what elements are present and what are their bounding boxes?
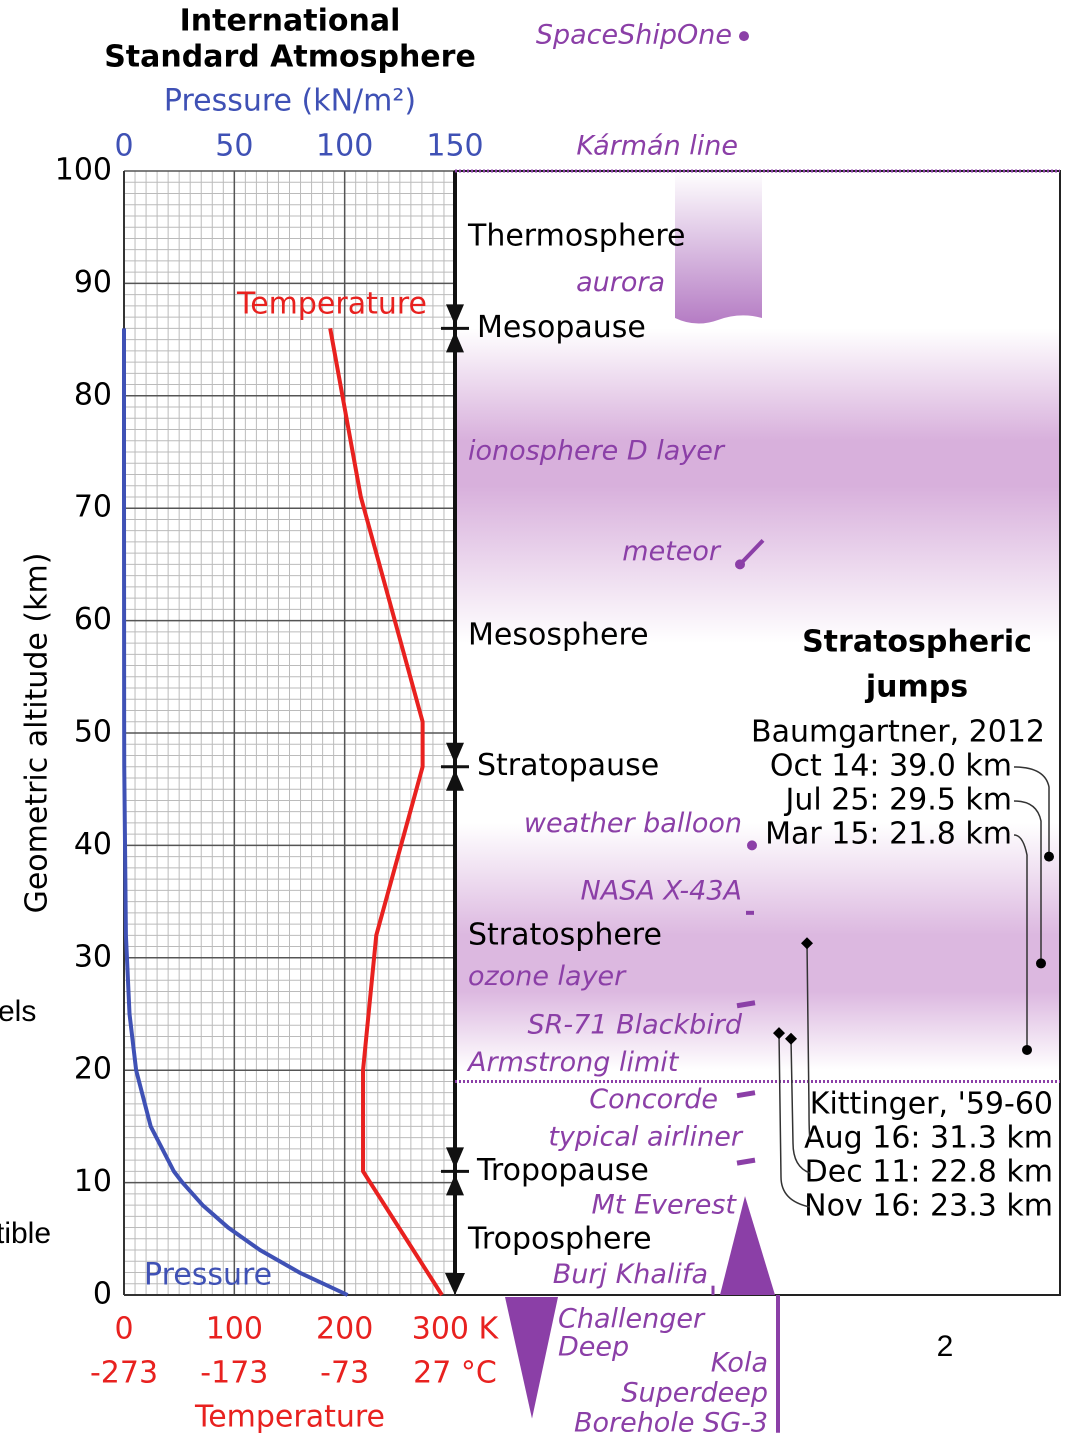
jump-label: Mar 15: 21.8 km <box>765 817 1012 852</box>
jump-marker <box>801 937 813 950</box>
annotation-label: weather balloon <box>524 808 742 839</box>
series-label: Pressure <box>144 1258 272 1293</box>
x-tick-label: 150 <box>426 129 483 164</box>
jump-leader <box>778 1033 811 1208</box>
y-tick-label: 90 <box>74 265 112 300</box>
y-tick-label: 60 <box>74 602 112 637</box>
y-tick-label: 40 <box>74 827 112 862</box>
annotation-marker <box>736 1000 756 1009</box>
annotation-label: Superdeep <box>621 1378 768 1409</box>
x-tick-label: 50 <box>215 129 253 164</box>
annotation-marker <box>505 1297 558 1419</box>
jump-marker <box>1022 1044 1032 1055</box>
jump-leader <box>1013 800 1042 964</box>
jump-marker <box>1036 958 1046 969</box>
background-text: els <box>0 995 36 1028</box>
background-text: tible <box>0 1217 51 1250</box>
celsius-tick-label: 27 °C <box>413 1356 497 1391</box>
x-axis-label: Pressure (kN/m²) <box>164 84 416 119</box>
annotation-label: Deep <box>558 1332 629 1363</box>
boundary-arrows <box>446 1147 464 1196</box>
aurora-shape <box>675 171 762 324</box>
layer-label: Mesosphere <box>468 618 649 653</box>
chart-title: International <box>180 4 401 39</box>
annotation-label: Armstrong limit <box>466 1047 680 1078</box>
chart-title: Standard Atmosphere <box>104 40 476 75</box>
jump-marker <box>773 1027 785 1040</box>
jump-label: Aug 16: 31.3 km <box>804 1121 1053 1156</box>
jump-leader <box>1013 766 1050 857</box>
y-tick-label: 10 <box>74 1164 112 1199</box>
jump-leader <box>1013 834 1028 1050</box>
boundary-arrows <box>446 304 464 353</box>
jump-label: Oct 14: 39.0 km <box>770 749 1012 784</box>
annotation-label: Challenger <box>558 1304 706 1335</box>
y-axis-label: Geometric altitude (km) <box>20 553 55 914</box>
x2-tick-label: 300 K <box>412 1312 500 1347</box>
y-tick-label: 30 <box>74 939 112 974</box>
annotation-label: Concorde <box>589 1084 718 1115</box>
annotation-label: ozone layer <box>468 961 627 992</box>
annotation-label: Kola <box>711 1348 768 1379</box>
jump-leader <box>790 1038 811 1174</box>
x-tick-label: 0 <box>114 129 133 164</box>
jump-leader <box>806 943 811 1140</box>
y-tick-label: 80 <box>74 377 112 412</box>
x2-tick-label: 0 <box>114 1312 133 1347</box>
layer-label: Thermosphere <box>467 219 685 254</box>
x2-axis-label: Temperature <box>194 1400 385 1435</box>
annotation-marker <box>738 539 765 566</box>
y-tick-label: 0 <box>93 1277 112 1312</box>
annotation-marker <box>735 559 745 570</box>
annotation-label: aurora <box>576 267 665 298</box>
x-tick-label: 100 <box>316 129 373 164</box>
annotation-marker <box>736 1157 756 1166</box>
annotation-label: NASA X-43A <box>581 875 742 906</box>
annotation-marker <box>720 1196 775 1295</box>
annotation-label: Mt Everest <box>592 1190 738 1221</box>
background-text: 2 <box>937 1330 954 1363</box>
annotation-label: Borehole SG-3 <box>574 1408 768 1437</box>
celsius-tick-label: -273 <box>90 1356 158 1391</box>
jump-label: Jul 25: 29.5 km <box>784 783 1012 818</box>
y-tick-label: 70 <box>74 490 112 525</box>
annotation-marker <box>747 840 757 851</box>
series-line <box>328 328 444 1297</box>
annotation-label: SR-71 Blackbird <box>527 1009 742 1040</box>
layer-label: Stratosphere <box>468 918 662 953</box>
boundary-label: Tropopause <box>476 1153 649 1188</box>
annotation-label: Burj Khalifa <box>553 1259 708 1290</box>
jumps-title: Stratospheric <box>802 625 1032 660</box>
celsius-tick-label: -73 <box>320 1356 369 1391</box>
jumps-title: jumps <box>865 670 968 705</box>
series-line <box>122 328 349 1297</box>
annotation-label: ionosphere D layer <box>468 436 726 467</box>
celsius-tick-label: -173 <box>200 1356 268 1391</box>
boundary-label: Stratopause <box>477 748 659 783</box>
x2-tick-label: 200 <box>316 1312 373 1347</box>
jump-marker <box>785 1032 797 1045</box>
y-tick-label: 50 <box>74 715 112 750</box>
boundary-arrows <box>446 742 464 791</box>
jump-label: Nov 16: 23.3 km <box>804 1189 1053 1224</box>
y-tick-label: 20 <box>74 1052 112 1087</box>
annotation-label: SpaceShipOne <box>536 20 732 51</box>
annotation-label: meteor <box>622 536 722 567</box>
y-tick-label: 100 <box>55 153 112 188</box>
boundary-label: Mesopause <box>477 310 646 345</box>
layer-label: Troposphere <box>467 1222 652 1257</box>
annotation-label: typical airliner <box>548 1122 744 1153</box>
x2-tick-label: 100 <box>206 1312 263 1347</box>
jump-marker <box>1044 851 1054 862</box>
axis-arrow <box>445 1273 465 1295</box>
jump-group-label: Kittinger, '59-60 <box>810 1087 1053 1122</box>
atmosphere-shading <box>455 171 1060 1295</box>
annotation-marker <box>739 31 749 42</box>
series-label: Temperature <box>236 287 427 322</box>
annotation-label: Kármán line <box>576 131 738 162</box>
jump-label: Dec 11: 22.8 km <box>805 1155 1053 1190</box>
annotation-marker <box>736 1090 756 1099</box>
jump-group-label: Baumgartner, 2012 <box>751 715 1045 750</box>
